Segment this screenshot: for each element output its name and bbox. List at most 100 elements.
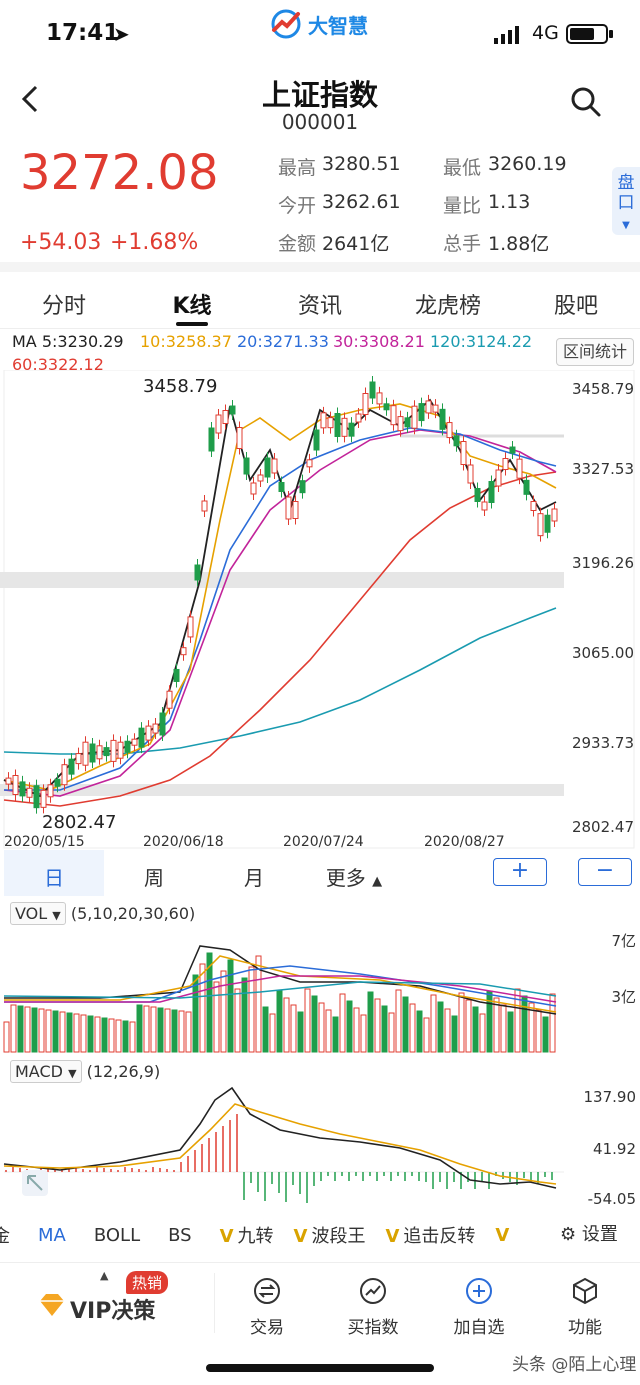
volume-bar bbox=[52, 1010, 59, 1053]
volume-bars bbox=[3, 952, 556, 1053]
volume-bar bbox=[353, 1007, 360, 1053]
macd-indicator-select[interactable]: MACD ▼ (12,26,9) bbox=[10, 1060, 161, 1083]
stat-label-high: 最高 bbox=[278, 157, 317, 179]
indicator-band-king[interactable]: V 波段王 bbox=[294, 1222, 366, 1248]
vip-decision-button[interactable]: ▲ VIP决策 热销 bbox=[0, 1263, 214, 1343]
indicator-bs[interactable]: BS bbox=[168, 1224, 192, 1246]
candle bbox=[145, 725, 152, 741]
vip-v-icon: V bbox=[219, 1226, 234, 1247]
macd-params: (12,26,9) bbox=[86, 1062, 161, 1081]
candle bbox=[159, 712, 166, 736]
candle bbox=[355, 413, 362, 423]
candle bbox=[75, 753, 82, 765]
macd-y-label: 41.92 bbox=[593, 1140, 636, 1158]
vol-indicator-select[interactable]: VOL ▼ (5,10,20,30,60) bbox=[10, 902, 195, 925]
indicator-chase-reversal[interactable]: V 追击反转 bbox=[385, 1222, 475, 1248]
support-band bbox=[0, 784, 564, 796]
tab-kline[interactable]: K线 bbox=[128, 272, 256, 328]
zoom-out-button[interactable]: − bbox=[578, 858, 632, 886]
indicator-nine-turn[interactable]: V 九转 bbox=[220, 1222, 274, 1248]
range-stats-button[interactable]: 区间统计 bbox=[556, 338, 634, 366]
expand-icon[interactable] bbox=[22, 1170, 48, 1196]
stat-label-open: 今开 bbox=[278, 195, 317, 217]
trade-icon bbox=[254, 1278, 280, 1304]
volume-bar bbox=[402, 996, 409, 1053]
volume-bar bbox=[80, 1014, 87, 1053]
candle bbox=[313, 429, 320, 451]
current-price: 3272.08 bbox=[20, 145, 219, 201]
trade-button[interactable]: 交易 bbox=[214, 1263, 320, 1343]
tab-intraday[interactable]: 分时 bbox=[0, 272, 128, 328]
volume-bar bbox=[31, 1007, 38, 1053]
battery-cap bbox=[609, 30, 613, 38]
high-price-marker: 3458.79 bbox=[143, 376, 217, 397]
stat-label-volratio: 量比 bbox=[443, 195, 482, 217]
volume-bar bbox=[227, 959, 234, 1053]
candle bbox=[187, 616, 194, 638]
tab-dragon-tiger-label: 龙虎榜 bbox=[414, 294, 481, 319]
vol-y-label: 3亿 bbox=[611, 988, 636, 1006]
tab-forum[interactable]: 股吧 bbox=[512, 272, 640, 328]
tab-news-label: 资讯 bbox=[297, 294, 342, 319]
candle bbox=[250, 482, 257, 495]
volume-bar bbox=[514, 988, 521, 1053]
ma120-label: 120:3124.22 bbox=[430, 332, 533, 351]
candle bbox=[215, 414, 222, 434]
volume-bar bbox=[493, 997, 500, 1053]
period-day[interactable]: 日 bbox=[4, 850, 104, 896]
candle bbox=[194, 564, 201, 581]
vip-diamond-icon bbox=[40, 1294, 64, 1316]
macd-y-label: -54.05 bbox=[588, 1190, 636, 1208]
volume-bar bbox=[451, 1015, 458, 1053]
candle bbox=[523, 479, 530, 495]
x-label: 2020/05/15 bbox=[4, 834, 85, 850]
indicator-bar: 金 MA BOLL BS V 九转 V 波段王 V 追击反转 V bbox=[0, 1218, 640, 1252]
volume-bar bbox=[528, 1002, 535, 1053]
period-more[interactable]: 更多 ▲ bbox=[304, 850, 404, 896]
buy-index-button[interactable]: 买指数 bbox=[320, 1263, 426, 1343]
page-title: 上证指数 bbox=[261, 78, 378, 112]
volume-bar bbox=[325, 1009, 332, 1053]
functions-button[interactable]: 功能 bbox=[532, 1263, 638, 1343]
search-icon[interactable] bbox=[570, 86, 602, 118]
volume-bar bbox=[143, 1005, 150, 1053]
candle bbox=[439, 408, 446, 430]
pankou-arrow-icon: ▼ bbox=[622, 220, 630, 231]
volume-bar bbox=[332, 1016, 339, 1053]
dea-line bbox=[3, 1103, 557, 1185]
tab-kline-label: K线 bbox=[172, 294, 212, 319]
volume-bar bbox=[129, 1021, 136, 1053]
volume-bar bbox=[199, 963, 206, 1053]
pankou-button[interactable]: 盘口 ▼ bbox=[612, 167, 640, 235]
settings-button[interactable]: ⚙ 设置 bbox=[556, 1218, 640, 1252]
period-month[interactable]: 月 bbox=[204, 850, 304, 896]
tab-news[interactable]: 资讯 bbox=[256, 272, 384, 328]
dropdown-arrow-icon: ▼ bbox=[68, 1067, 77, 1080]
candle bbox=[26, 787, 33, 798]
add-watchlist-button[interactable]: 加自选 bbox=[426, 1263, 532, 1343]
volume-bar bbox=[437, 1001, 444, 1053]
period-week[interactable]: 周 bbox=[104, 850, 204, 896]
candle bbox=[495, 469, 502, 487]
stat-label-amount: 金额 bbox=[278, 233, 317, 255]
home-indicator[interactable] bbox=[206, 1364, 434, 1372]
candle bbox=[201, 500, 208, 512]
tab-dragon-tiger[interactable]: 龙虎榜 bbox=[384, 272, 512, 328]
volume-bar bbox=[304, 988, 311, 1053]
ma30-label: 30:3308.21 bbox=[333, 332, 425, 351]
candle bbox=[152, 723, 159, 734]
indicator-ma[interactable]: MA bbox=[38, 1224, 66, 1246]
indicator-gold[interactable]: 金 bbox=[0, 1226, 10, 1247]
candle bbox=[96, 745, 103, 760]
indicator-boll[interactable]: BOLL bbox=[93, 1224, 141, 1246]
vol-y-label: 7亿 bbox=[611, 932, 636, 950]
indicator-more[interactable]: V bbox=[495, 1225, 513, 1246]
battery-icon bbox=[566, 24, 608, 44]
zoom-in-button[interactable]: + bbox=[493, 858, 547, 886]
kline-chart[interactable]: 3458.79 2802.47 3458.79 3327.53 3196.26 … bbox=[0, 370, 640, 850]
candle bbox=[404, 417, 411, 428]
ma20-line bbox=[4, 427, 557, 791]
resistance-band bbox=[0, 572, 564, 588]
volume-bar bbox=[388, 1012, 395, 1053]
back-icon[interactable] bbox=[20, 84, 50, 120]
